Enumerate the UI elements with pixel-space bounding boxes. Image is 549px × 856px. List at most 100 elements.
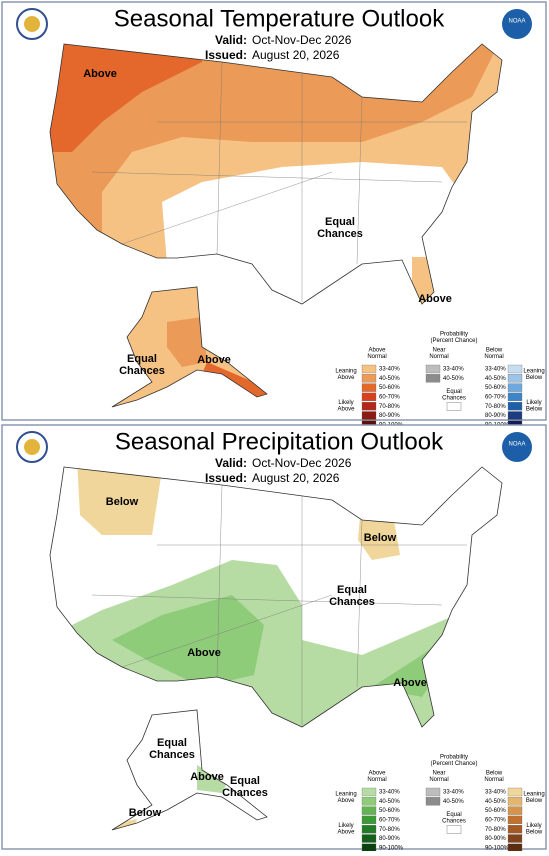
- legend-swatch: [361, 825, 377, 834]
- legend-label: Above: [337, 407, 355, 413]
- legend-swatch: [361, 364, 377, 374]
- probability-region: [358, 517, 400, 560]
- legend-range: 33-40%: [485, 367, 506, 373]
- legend-range: 33-40%: [443, 790, 464, 796]
- conus-outline: [49, 43, 503, 305]
- alaska-base: [112, 710, 267, 830]
- legend-label: Leaning: [335, 368, 356, 374]
- legend-header: Normal: [367, 354, 386, 360]
- map-label: Above: [190, 771, 224, 783]
- legend-range: 70-80%: [379, 827, 400, 833]
- legend-swatch: [507, 797, 523, 806]
- legend-swatch: [361, 411, 377, 420]
- legend-header: Above: [368, 348, 386, 354]
- issued: August 20, 2026: [252, 48, 340, 62]
- probability-region: [77, 467, 162, 535]
- legend-range: 40-50%: [485, 376, 506, 382]
- legend-label: Likely: [526, 823, 541, 829]
- valid: Oct-Nov-Dec 2026: [252, 33, 352, 47]
- state-borders: [91, 484, 467, 725]
- legend-range: 60-70%: [379, 394, 400, 400]
- legend-label: Below: [526, 798, 543, 804]
- valid-label: Valid:: [215, 456, 247, 470]
- legend-label: Equal: [446, 389, 461, 395]
- legend-swatch: [361, 843, 377, 852]
- title: Seasonal Precipitation Outlook: [115, 428, 444, 455]
- legend-label: Above: [337, 375, 355, 381]
- probability-region: [202, 362, 267, 402]
- valid: Oct-Nov-Dec 2026: [252, 456, 352, 470]
- title: Seasonal Temperature Outlook: [114, 5, 445, 32]
- legend-header: Normal: [367, 777, 386, 783]
- valid-label: Valid:: [215, 33, 247, 47]
- legend-label: Below: [526, 407, 543, 413]
- legend-range: 50-60%: [485, 385, 506, 391]
- legend-title: Probability: [440, 332, 468, 338]
- legend-range: 80-90%: [379, 413, 400, 419]
- legend-range: 33-40%: [443, 367, 464, 373]
- legend-label: Likely: [338, 400, 353, 406]
- probability-region: [112, 595, 264, 687]
- legend-swatch: [361, 787, 377, 797]
- legend-range: 33-40%: [379, 367, 400, 373]
- legend-swatch: [361, 402, 377, 411]
- noaa-logo: [502, 432, 532, 462]
- legend-range: 40-50%: [485, 799, 506, 805]
- map-label: Chances: [317, 228, 363, 240]
- legend-range: 60-70%: [485, 817, 506, 823]
- legend-swatch: [507, 411, 523, 420]
- legend-swatch: [361, 374, 377, 383]
- legend-swatch: [507, 402, 523, 411]
- map-label: Equal: [230, 775, 260, 787]
- legend-swatch: [446, 825, 462, 834]
- legend-label: Chances: [442, 818, 466, 824]
- legend-swatch: [361, 806, 377, 815]
- map-label: Chances: [149, 749, 195, 761]
- legend-label: Below: [526, 375, 543, 381]
- legend-range: 50-60%: [379, 808, 400, 814]
- legend-range: 80-90%: [485, 836, 506, 842]
- legend-swatch: [507, 843, 523, 852]
- legend-range: 40-50%: [379, 799, 400, 805]
- issued: August 20, 2026: [252, 471, 340, 485]
- map-label: Below: [129, 807, 162, 819]
- legend-range: 80-90%: [379, 836, 400, 842]
- map-label: Above: [197, 354, 231, 366]
- probability-region: [197, 765, 227, 793]
- legend-range: 90-100%: [379, 845, 404, 851]
- legend-header: Normal: [429, 354, 448, 360]
- legend-range: 40-50%: [443, 799, 464, 805]
- legend-label: Leaning: [523, 368, 544, 374]
- legend-swatch: [425, 787, 441, 797]
- legend-swatch: [361, 383, 377, 392]
- issued-label: Issued:: [205, 48, 247, 62]
- legend-swatch: [425, 364, 441, 374]
- legend-range: 33-40%: [485, 790, 506, 796]
- state-borders: [91, 61, 467, 302]
- legend-swatch: [361, 815, 377, 825]
- legend-swatch: [507, 834, 523, 843]
- alaska-outline: [111, 709, 268, 831]
- map-label: Chances: [119, 365, 165, 377]
- map-label: Above: [187, 647, 221, 659]
- alaska-outline: [111, 286, 268, 408]
- outlook-panel: NOAA Seasonal Precipitation OutlookValid:…: [1, 424, 547, 852]
- legend-label: Above: [337, 798, 355, 804]
- legend-range: 50-60%: [485, 808, 506, 814]
- legend-swatch: [507, 392, 523, 402]
- legend-header: Above: [368, 771, 386, 777]
- legend-title: (Percent Chance): [430, 338, 477, 344]
- map-label: Equal: [337, 584, 367, 596]
- legend-range: 50-60%: [379, 385, 400, 391]
- legend-range: 70-80%: [485, 404, 506, 410]
- legend-range: 80-90%: [485, 413, 506, 419]
- doc-logo-inner: [24, 439, 40, 455]
- legend-title: (Percent Chance): [430, 761, 477, 767]
- legend-swatch: [361, 834, 377, 843]
- map-label: Above: [393, 677, 427, 689]
- noaa-logo-text: NOAA: [508, 19, 525, 25]
- map-label: Above: [83, 68, 117, 80]
- legend-header: Below: [486, 771, 503, 777]
- legend-label: Chances: [442, 395, 466, 401]
